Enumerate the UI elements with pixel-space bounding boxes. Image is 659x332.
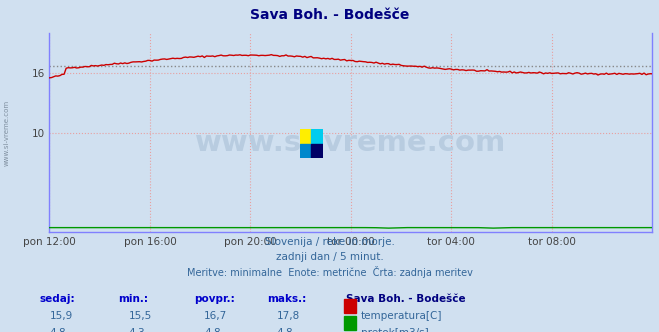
- Text: 15,9: 15,9: [49, 311, 72, 321]
- Text: www.si-vreme.com: www.si-vreme.com: [3, 100, 10, 166]
- Text: maks.:: maks.:: [267, 294, 306, 304]
- Text: 15,5: 15,5: [129, 311, 152, 321]
- Text: Meritve: minimalne  Enote: metrične  Črta: zadnja meritev: Meritve: minimalne Enote: metrične Črta:…: [186, 266, 473, 278]
- Bar: [312, 143, 323, 158]
- Text: min.:: min.:: [119, 294, 149, 304]
- Text: povpr.:: povpr.:: [194, 294, 235, 304]
- Text: Sava Boh. - Bodešče: Sava Boh. - Bodešče: [346, 294, 466, 304]
- Text: www.si-vreme.com: www.si-vreme.com: [195, 129, 507, 157]
- Text: 4,8: 4,8: [204, 328, 221, 332]
- Text: Slovenija / reke in morje.: Slovenija / reke in morje.: [264, 237, 395, 247]
- Bar: [300, 143, 312, 158]
- Text: 4,8: 4,8: [277, 328, 293, 332]
- Text: 17,8: 17,8: [277, 311, 300, 321]
- Bar: [312, 129, 323, 143]
- Text: 16,7: 16,7: [204, 311, 227, 321]
- Text: sedaj:: sedaj:: [40, 294, 75, 304]
- Text: pretok[m3/s]: pretok[m3/s]: [361, 328, 429, 332]
- Text: temperatura[C]: temperatura[C]: [361, 311, 443, 321]
- Text: Sava Boh. - Bodešče: Sava Boh. - Bodešče: [250, 8, 409, 22]
- Bar: [300, 129, 312, 143]
- Text: zadnji dan / 5 minut.: zadnji dan / 5 minut.: [275, 252, 384, 262]
- Text: 4,3: 4,3: [129, 328, 145, 332]
- Text: 4,8: 4,8: [49, 328, 66, 332]
